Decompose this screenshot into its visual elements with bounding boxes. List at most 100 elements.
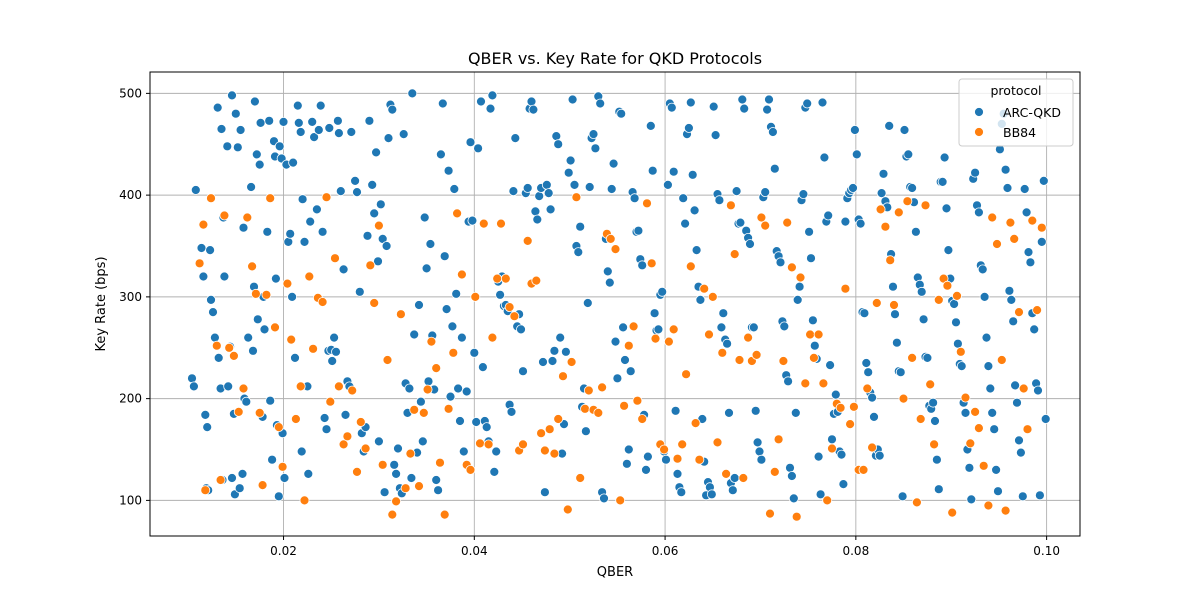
data-point-arc-qkd — [1029, 324, 1040, 335]
data-point-arc-qkd — [1004, 285, 1015, 296]
data-point-bb84 — [360, 443, 371, 454]
data-point-arc-qkd — [595, 98, 606, 109]
x-axis-label: QBER — [597, 565, 633, 580]
data-point-arc-qkd — [254, 159, 265, 170]
data-point-bb84 — [233, 406, 244, 417]
data-point-bb84 — [827, 443, 837, 454]
data-point-arc-qkd — [689, 205, 700, 216]
data-point-arc-qkd — [223, 381, 234, 392]
data-point-bb84 — [509, 311, 520, 322]
data-point-arc-qkd — [855, 218, 866, 229]
data-point-arc-qkd — [762, 104, 772, 115]
data-point-bb84 — [198, 219, 209, 230]
data-point-arc-qkd — [317, 226, 328, 237]
data-point-bb84 — [704, 329, 714, 340]
data-point-bb84 — [632, 395, 643, 406]
data-point-arc-qkd — [441, 304, 452, 315]
data-point-arc-qkd — [714, 195, 725, 206]
data-point-bb84 — [478, 218, 489, 229]
data-point-arc-qkd — [838, 479, 849, 490]
data-point-arc-qkd — [447, 321, 458, 332]
data-point-arc-qkd — [471, 417, 482, 427]
data-point-arc-qkd — [911, 226, 921, 237]
y-tick-label: 200 — [119, 392, 142, 406]
data-point-arc-qkd — [296, 446, 307, 457]
data-point-bb84 — [880, 221, 891, 232]
data-point-bb84 — [694, 454, 705, 465]
data-point-arc-qkd — [449, 184, 460, 194]
data-point-bb84 — [270, 322, 280, 333]
data-point-arc-qkd — [404, 383, 415, 394]
data-point-arc-qkd — [262, 226, 273, 237]
data-point-arc-qkd — [804, 226, 814, 237]
data-point-arc-qkd — [787, 471, 797, 481]
data-point-arc-qkd — [695, 294, 706, 305]
data-point-arc-qkd — [530, 206, 541, 217]
data-point-arc-qkd — [745, 239, 755, 249]
data-point-bb84 — [1014, 307, 1024, 318]
y-tick-label: 100 — [119, 493, 142, 507]
data-point-arc-qkd — [1016, 447, 1026, 458]
data-point-bb84 — [409, 404, 420, 415]
data-point-arc-qkd — [888, 281, 898, 292]
data-point-bb84 — [540, 445, 550, 456]
data-point-arc-qkd — [949, 299, 959, 309]
data-point-bb84 — [867, 442, 877, 453]
data-point-arc-qkd — [398, 129, 409, 140]
data-point-arc-qkd — [815, 489, 826, 500]
data-point-arc-qkd — [238, 222, 249, 233]
data-point-arc-qkd — [279, 473, 290, 483]
data-point-arc-qkd — [672, 468, 683, 479]
data-point-bb84 — [809, 352, 819, 363]
data-point-bb84 — [414, 481, 424, 492]
data-point-bb84 — [987, 212, 998, 223]
data-point-bb84 — [822, 495, 833, 506]
data-point-bb84 — [215, 475, 226, 485]
data-point-arc-qkd — [553, 139, 564, 150]
data-point-arc-qkd — [477, 362, 488, 373]
data-point-arc-qkd — [369, 208, 380, 219]
data-point-bb84 — [955, 346, 966, 357]
data-point-bb84 — [664, 336, 674, 347]
data-point-bb84 — [1018, 383, 1029, 394]
data-point-arc-qkd — [375, 199, 386, 210]
data-point-bb84 — [518, 439, 528, 450]
data-point-arc-qkd — [861, 358, 872, 368]
data-point-arc-qkd — [775, 257, 786, 268]
data-point-arc-qkd — [806, 253, 816, 264]
data-point-arc-qkd — [243, 332, 254, 343]
data-point-arc-qkd — [1012, 397, 1022, 408]
data-point-arc-qkd — [987, 407, 998, 418]
data-point-bb84 — [677, 439, 688, 450]
data-point-arc-qkd — [670, 405, 681, 416]
data-point-arc-qkd — [819, 152, 830, 163]
data-point-arc-qkd — [769, 163, 780, 174]
data-point-arc-qkd — [750, 405, 761, 416]
data-point-arc-qkd — [532, 214, 543, 225]
data-point-arc-qkd — [943, 245, 954, 256]
data-point-arc-qkd — [407, 88, 418, 99]
data-point-arc-qkd — [645, 121, 656, 131]
data-point-arc-qkd — [381, 241, 392, 251]
data-point-arc-qkd — [836, 449, 847, 460]
data-point-arc-qkd — [419, 212, 430, 223]
data-point-arc-qkd — [528, 104, 539, 115]
data-point-bb84 — [721, 468, 731, 479]
data-point-arc-qkd — [295, 127, 306, 137]
data-point-arc-qkd — [321, 424, 332, 435]
data-point-arc-qkd — [406, 473, 417, 483]
data-point-arc-qkd — [809, 340, 820, 351]
data-point-arc-qkd — [731, 186, 742, 197]
data-point-arc-qkd — [455, 416, 465, 426]
data-point-arc-qkd — [518, 366, 528, 377]
data-point-arc-qkd — [227, 473, 237, 483]
data-point-bb84 — [760, 220, 771, 231]
data-point-arc-qkd — [311, 204, 322, 215]
data-point-bb84 — [549, 448, 560, 459]
data-point-arc-qkd — [340, 409, 351, 420]
data-point-arc-qkd — [188, 381, 199, 392]
data-point-bb84 — [818, 378, 829, 389]
data-point-bb84 — [382, 355, 393, 365]
data-point-arc-qkd — [205, 245, 216, 256]
